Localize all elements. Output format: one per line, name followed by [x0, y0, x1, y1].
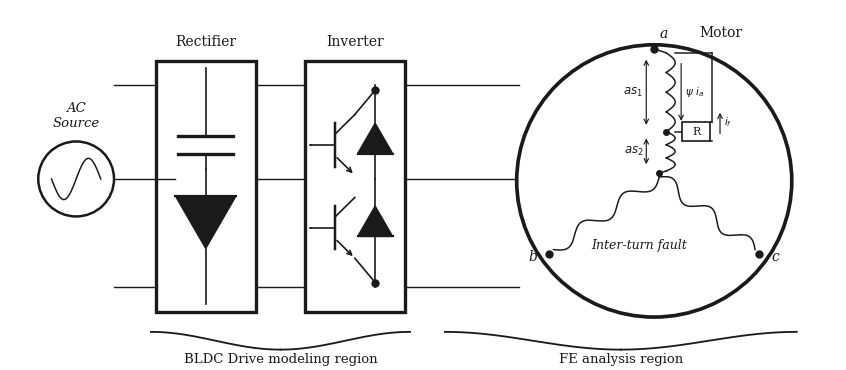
Text: $\psi\ i_a$: $\psi\ i_a$ — [685, 85, 704, 99]
Bar — [156, 61, 255, 312]
Text: Motor: Motor — [699, 26, 742, 40]
Text: a: a — [659, 27, 667, 41]
Text: $as_1$: $as_1$ — [624, 86, 643, 99]
Text: $as_2$: $as_2$ — [624, 145, 643, 158]
Bar — [305, 61, 405, 312]
Text: R: R — [692, 127, 700, 137]
Text: Inter-turn fault: Inter-turn fault — [591, 239, 687, 252]
Polygon shape — [175, 196, 236, 249]
Text: b: b — [529, 250, 537, 265]
Polygon shape — [358, 123, 393, 154]
Polygon shape — [358, 206, 393, 236]
Text: BLDC Drive modeling region: BLDC Drive modeling region — [184, 353, 377, 366]
Text: c: c — [771, 250, 778, 265]
Text: Rectifier: Rectifier — [175, 35, 236, 49]
Text: $i_f$: $i_f$ — [724, 115, 733, 129]
Bar — [682, 122, 710, 141]
Text: FE analysis region: FE analysis region — [558, 353, 683, 366]
Circle shape — [517, 45, 792, 317]
Text: AC
Source: AC Source — [52, 102, 100, 130]
Text: Inverter: Inverter — [327, 35, 384, 49]
